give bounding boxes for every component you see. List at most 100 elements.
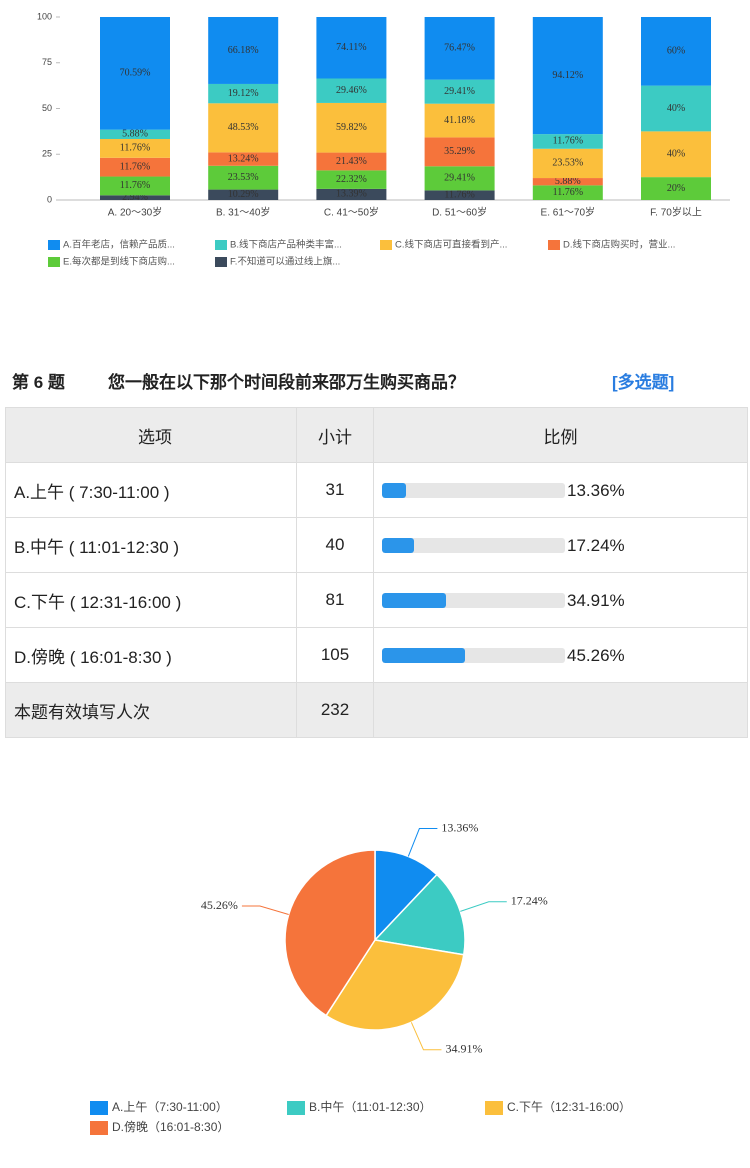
ratio-cell: 45.26% bbox=[373, 627, 748, 683]
ratio-track bbox=[382, 483, 565, 498]
legend-swatch bbox=[215, 240, 227, 250]
ratio-track bbox=[382, 593, 565, 608]
ratio-bar bbox=[382, 538, 414, 553]
bar-segment bbox=[208, 165, 279, 190]
x-tick-label: D. 51～60岁 bbox=[432, 206, 487, 219]
data-label: 48.53% bbox=[228, 122, 259, 133]
leader-line bbox=[407, 828, 438, 857]
ratio-bar bbox=[382, 648, 465, 663]
y-tick-label: 100 bbox=[37, 11, 52, 21]
legend-swatch bbox=[380, 240, 392, 250]
pie-label: 17.24% bbox=[511, 894, 548, 908]
legend-label: C.线下商店可直接看到产... bbox=[395, 239, 507, 251]
ratio-cell: 13.36% bbox=[373, 462, 748, 518]
x-tick-label: C. 41～50岁 bbox=[324, 206, 379, 219]
pie-slice bbox=[374, 849, 438, 942]
y-tick-label: 50 bbox=[42, 103, 52, 113]
data-label: 29.41% bbox=[444, 86, 475, 97]
data-label: 13.39% bbox=[336, 189, 367, 200]
data-label: 5.88% bbox=[555, 176, 581, 187]
data-label: 70.59% bbox=[120, 68, 151, 79]
bar-segment bbox=[532, 148, 603, 179]
pie-chart: 13.36% 17.24% 34.91% 45.26% A.上午（7:30-11:00）… bbox=[90, 820, 631, 1135]
option-cell: C.下午 ( 12:31-16:00 ) bbox=[5, 572, 297, 628]
bar-segment bbox=[208, 189, 279, 200]
legend-label: B.中午（11:01-12:30） bbox=[309, 1099, 432, 1114]
bar-segment bbox=[100, 17, 170, 130]
ratio-track bbox=[382, 648, 565, 663]
x-tick-label: E. 61～70岁 bbox=[541, 206, 595, 219]
legend-label: A.百年老店，信赖产品质... bbox=[63, 239, 175, 251]
data-label: 10.29% bbox=[228, 189, 259, 200]
pie-slice bbox=[373, 873, 466, 956]
bar-segment bbox=[208, 103, 279, 153]
bar-segment bbox=[100, 157, 170, 177]
bar-segment bbox=[424, 79, 495, 104]
leader-line bbox=[460, 901, 507, 912]
bar-segment bbox=[424, 190, 495, 200]
bar-segment bbox=[100, 129, 170, 140]
data-label: 29.46% bbox=[336, 85, 367, 96]
legend-swatch bbox=[48, 257, 60, 267]
bar-segment bbox=[424, 166, 495, 191]
table-row: B.中午 ( 11:01-12:30 ) 40 17.24% bbox=[5, 517, 748, 573]
data-label: 11.76% bbox=[120, 180, 150, 191]
table-row: D.傍晚 ( 16:01-8:30 ) 105 45.26% bbox=[5, 627, 748, 683]
data-label: 11.76% bbox=[120, 143, 150, 154]
y-tick-label: 0 bbox=[47, 194, 52, 204]
y-tick-label: 75 bbox=[42, 57, 52, 67]
bar-segment bbox=[532, 178, 603, 186]
legend-swatch bbox=[90, 1101, 108, 1115]
header-cell: 选项 bbox=[5, 407, 297, 463]
count-cell: 31 bbox=[296, 462, 374, 518]
ratio-track bbox=[382, 538, 565, 553]
option-cell: D.傍晚 ( 16:01-8:30 ) bbox=[5, 627, 297, 683]
legend-label: D.傍晚（16:01-8:30） bbox=[112, 1119, 229, 1134]
option-cell: B.中午 ( 11:01-12:30 ) bbox=[5, 517, 297, 573]
data-label: 11.76% bbox=[553, 136, 583, 147]
table-row: A.上午 ( 7:30-11:00 ) 31 13.36% bbox=[5, 462, 748, 518]
header-row: 选项 小计 比例 bbox=[5, 407, 748, 463]
legend-label: A.上午（7:30-11:00） bbox=[112, 1100, 228, 1114]
option-cell: A.上午 ( 7:30-11:00 ) bbox=[5, 462, 297, 518]
header-cell: 小计 bbox=[296, 407, 374, 463]
legend-label: B.线下商店产品种类丰富... bbox=[230, 239, 342, 251]
bar-segment bbox=[641, 177, 711, 200]
legend-label: D.线下商店购买时，营业... bbox=[563, 239, 675, 251]
legend-label: C.下午（12:31-16:00） bbox=[507, 1100, 631, 1114]
footer-count: 232 bbox=[296, 682, 374, 738]
legend-swatch bbox=[485, 1101, 503, 1115]
header-cell: 比例 bbox=[373, 407, 748, 463]
question-number: 第 6 题 bbox=[12, 373, 65, 392]
bar-segment bbox=[532, 134, 603, 149]
x-tick-label: A. 20～30岁 bbox=[108, 206, 162, 219]
data-label: 66.18% bbox=[228, 45, 259, 56]
ratio-bar bbox=[382, 483, 407, 498]
data-label: 94.12% bbox=[552, 70, 583, 81]
data-label: 59.82% bbox=[336, 122, 367, 133]
pie-label: 34.91% bbox=[445, 1042, 482, 1056]
bar-segment bbox=[316, 17, 387, 79]
data-label: 11.76% bbox=[120, 161, 150, 172]
question: 第 6 题 您一般在以下那个时间段前来邵万生购买商品？ [多选题] bbox=[12, 368, 674, 393]
data-label: 23.53% bbox=[228, 172, 259, 183]
bar-segment bbox=[316, 170, 387, 189]
question-tag: [多选题] bbox=[612, 373, 675, 392]
legend-swatch bbox=[48, 240, 60, 250]
bar-segment bbox=[100, 139, 170, 158]
legend-swatch bbox=[90, 1121, 108, 1135]
bar-segment bbox=[641, 131, 711, 178]
table-row: C.下午 ( 12:31-16:00 ) 81 34.91% bbox=[5, 572, 748, 628]
footer-row: 本题有效填写人次 232 bbox=[5, 682, 748, 738]
y-tick-label: 25 bbox=[42, 149, 52, 159]
bar-segment bbox=[208, 83, 279, 104]
data-label: 11.76% bbox=[553, 187, 583, 198]
data-label: 35.29% bbox=[444, 146, 475, 157]
bar-segment bbox=[100, 195, 170, 200]
bar-segment bbox=[208, 152, 279, 166]
bar-segment bbox=[316, 78, 387, 103]
bar-segment bbox=[641, 85, 711, 132]
count-cell: 40 bbox=[296, 517, 374, 573]
data-label: 29.41% bbox=[444, 173, 475, 184]
